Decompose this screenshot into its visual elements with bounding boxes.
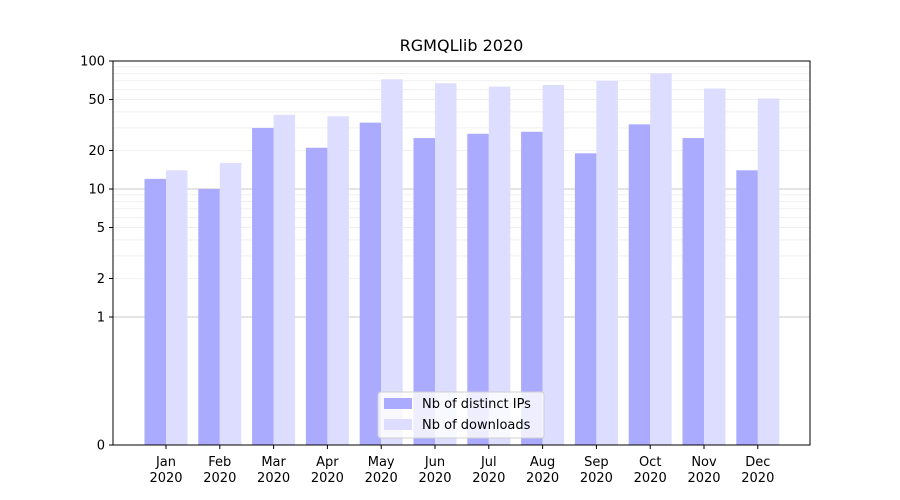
y-tick-label: 10: [88, 183, 105, 198]
x-tick-label-year: 2020: [311, 471, 344, 486]
bar-distinct-ips: [574, 153, 597, 446]
bar-downloads: [219, 162, 242, 446]
bar-distinct-ips: [736, 170, 758, 446]
y-tick-label: 5: [97, 221, 105, 236]
x-tick-label-month: Sep: [584, 455, 609, 470]
bar-downloads: [435, 83, 457, 446]
bar-downloads: [166, 170, 188, 446]
x-tick-label-month: Oct: [639, 455, 661, 470]
bar-downloads: [542, 84, 565, 446]
x-tick-label-year: 2020: [472, 471, 505, 486]
x-tick-label-year: 2020: [257, 471, 290, 486]
legend: Nb of distinct IPs Nb of downloads: [377, 391, 545, 439]
x-tick-label-year: 2020: [365, 471, 398, 486]
y-tick-label: 0: [97, 439, 105, 454]
legend-label-distinct-ips: Nb of distinct IPs: [422, 397, 531, 412]
bar-distinct-ips: [144, 178, 166, 445]
x-tick-label-year: 2020: [634, 471, 667, 486]
x-tick-label-year: 2020: [741, 471, 774, 486]
x-tick-label-year: 2020: [526, 471, 559, 486]
bar-downloads: [757, 98, 780, 445]
bar-distinct-ips: [305, 147, 328, 446]
x-tick-label-month: Feb: [208, 455, 231, 470]
bar-distinct-ips: [198, 189, 220, 445]
bar-distinct-ips: [252, 127, 274, 446]
x-tick-label-month: Apr: [316, 455, 339, 470]
x-tick-label-month: May: [368, 455, 395, 470]
x-tick-label-year: 2020: [203, 471, 236, 486]
bar-downloads: [488, 86, 511, 445]
y-axis: 0 1 2 5 10 20 50 100: [80, 55, 113, 454]
bar-downloads: [650, 73, 672, 445]
plot-frame: [112, 60, 811, 446]
y-tick-label: 2: [97, 272, 105, 287]
y-tick-label: 100: [80, 55, 105, 70]
x-tick-label-month: Nov: [691, 455, 717, 470]
legend-swatch-distinct-ips: [384, 398, 412, 409]
bar-distinct-ips: [467, 133, 489, 445]
x-tick-label-month: Jul: [480, 455, 497, 470]
x-tick-label-year: 2020: [149, 471, 182, 486]
x-tick-label-month: Aug: [530, 455, 555, 470]
bar-downloads: [596, 80, 618, 445]
bar-distinct-ips: [521, 131, 543, 445]
legend-label-downloads: Nb of downloads: [422, 418, 531, 433]
x-tick-label-month: Jan: [155, 455, 176, 470]
x-tick-label-year: 2020: [580, 471, 613, 486]
x-tick-label-year: 2020: [418, 471, 451, 486]
x-tick-label-month: Dec: [745, 455, 770, 470]
bar-distinct-ips: [682, 138, 704, 446]
bar-downloads: [381, 79, 403, 445]
bar-downloads: [704, 88, 726, 445]
x-axis: Jan2020Feb2020Mar2020Apr2020May2020Jun20…: [149, 445, 774, 486]
x-tick-label-month: Jun: [424, 455, 445, 470]
bar-downloads: [273, 114, 296, 446]
x-tick-label-month: Mar: [261, 455, 286, 470]
x-tick-label-year: 2020: [687, 471, 720, 486]
chart-title: RGMQLlib 2020: [400, 36, 524, 55]
bars-layer: [144, 73, 780, 446]
bar-distinct-ips: [413, 138, 435, 446]
bar-distinct-ips: [628, 124, 651, 445]
bar-downloads: [327, 116, 349, 446]
y-tick-label: 1: [97, 311, 105, 326]
bar-distinct-ips: [359, 122, 382, 445]
legend-swatch-downloads: [384, 419, 412, 430]
y-tick-label: 20: [88, 144, 105, 159]
legend-box: [377, 391, 545, 439]
y-tick-label: 50: [88, 93, 105, 108]
